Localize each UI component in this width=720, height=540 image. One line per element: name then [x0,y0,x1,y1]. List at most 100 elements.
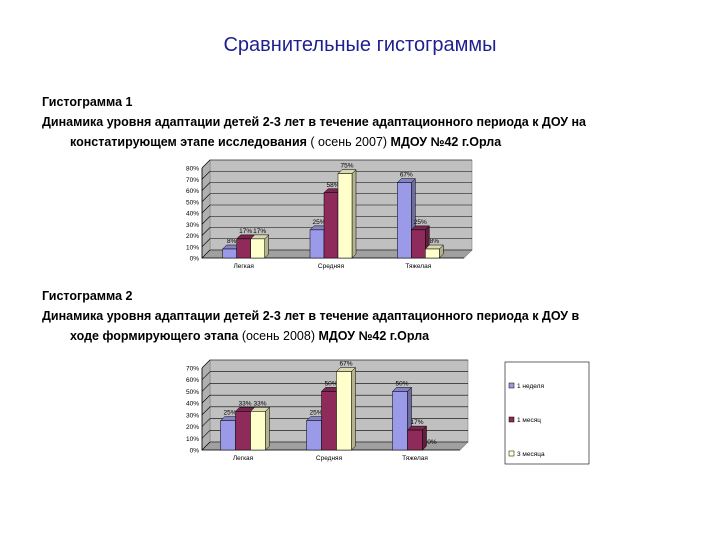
desc-bold: МДОУ №42 г.Орла [390,135,502,149]
gridline [201,249,211,259]
y-tick-label: 40% [186,401,199,408]
bar [336,371,352,451]
bar [411,229,426,259]
x-tick-label: Легкая [233,455,254,462]
bar-value-label: 25% [309,410,322,417]
gridline [201,394,211,404]
y-tick-label: 70% [186,177,199,184]
legend-label: 3 месяца [517,451,545,458]
bar-value-label: 50% [395,380,408,387]
gridline [201,418,211,427]
legend-box [504,361,590,465]
bar-value-label: 75% [340,163,353,170]
bar [337,173,353,259]
y-tick-label: 60% [186,377,199,384]
page-title: Сравнительные гистограммы [223,34,497,56]
plot-side-wall [201,359,211,451]
histogram-1-desc-line1: Динамика уровня адаптации детей 2-3 лет … [42,115,586,129]
histogram-1-desc-line2: констатирующем этапе исследования ( осен… [42,132,682,152]
bar-side [351,169,357,259]
bar-value-label: 17% [239,228,252,235]
legend-label: 1 месяц [517,417,541,424]
y-tick-label: 10% [186,244,199,251]
bar [323,192,339,259]
x-tick-label: Тяжелая [405,263,431,270]
bar-value-label: 33% [253,400,266,407]
y-tick-label: 20% [186,424,199,431]
x-tick-label: Тяжелая [402,455,428,462]
gridline [201,193,211,202]
legend-swatch [508,416,515,423]
gridline [201,371,211,380]
histogram-2-chart: 0%10%20%30%40%50%60%70%25%33% 33%Легкая25… [186,359,590,465]
legend-swatch [508,450,515,457]
x-tick-label: Легкая [233,263,254,270]
y-tick-label: 40% [186,211,199,218]
legend-label: 1 неделя [517,383,544,390]
histogram-2-heading: Гистограмма 2 [42,289,133,303]
gridline [201,430,211,439]
bar-value-label: 8% [430,238,440,245]
bar [407,429,423,451]
gridline [201,383,211,392]
y-tick-label: 0% [190,256,200,263]
gridline [201,159,211,169]
y-tick-label: 30% [186,222,199,229]
y-tick-label: 30% [186,412,199,419]
bar-value-label: 58% [326,182,339,189]
bar-value-label: 33% [238,400,251,407]
bar [250,238,265,259]
gridline [201,359,211,369]
bar [392,391,408,451]
bar-value-label: 25% [223,410,236,417]
bar-value-label: 67% [400,172,413,179]
gridline [201,441,211,451]
gridline [201,204,211,214]
y-tick-label: 10% [186,436,199,443]
gridline [201,216,211,225]
bar-value-label: 17% [410,419,423,426]
bar [222,248,237,259]
bar [321,391,337,451]
bar-value-label: 0% [427,439,437,446]
bar [250,411,266,451]
y-tick-label: 20% [186,233,199,240]
bar [220,420,236,451]
bar [236,238,251,259]
histogram-1-caption: Гистограмма 1 Динамика уровня адаптации … [42,92,682,152]
bar [235,411,251,451]
bar-value-label: 25% [414,219,427,226]
bar-value-label: 67% [339,361,352,368]
gridline [201,182,211,191]
y-tick-label: 60% [186,188,199,195]
x-tick-label: Средняя [318,263,345,270]
legend-swatch [508,382,515,389]
desc-bold: констатирующем этапе исследования [70,135,307,149]
histogram-2-desc-line1: Динамика уровня адаптации детей 2-3 лет … [42,309,580,323]
histogram-2-desc-line2: ходе формирующего этапа (осень 2008) МДО… [42,326,682,346]
histogram-1-chart: 0%10%20%30%40%50%60%70%80%8%17% 17%Легкая… [186,159,548,270]
y-tick-label: 80% [186,166,199,173]
bar-value-label: 25% [312,219,325,226]
gridline [201,238,211,247]
bar [397,182,412,259]
histogram-2-figure: 0% 10% 20% 30% 40% 50% 60% 70% 25% 33% 33% Легкая 25… [178,358,592,466]
gridline [201,406,211,416]
bar [425,248,440,259]
desc-normal: (осень 2008) [238,329,319,343]
x-tick-label: Средняя [316,455,343,462]
bar-value-label: 50% [324,380,337,387]
bar [309,229,325,259]
bar-side [265,406,270,451]
desc-normal: ( осень 2007) [306,135,391,149]
y-tick-label: 0% [190,448,200,455]
y-tick-label: 70% [186,366,199,373]
gridline [201,171,211,180]
gridline [201,227,211,236]
histogram-2-caption: Гистограмма 2 Динамика уровня адаптации … [42,286,682,346]
bar-side [351,366,356,451]
y-tick-label: 50% [186,199,199,206]
bar [306,420,322,451]
histogram-1-heading: Гистограмма 1 [42,95,133,109]
histogram-1-figure: 0% 10% 20% 30% 40% 50% 60% 70% 80% 8% 17% 17% Легкая… [178,158,548,274]
